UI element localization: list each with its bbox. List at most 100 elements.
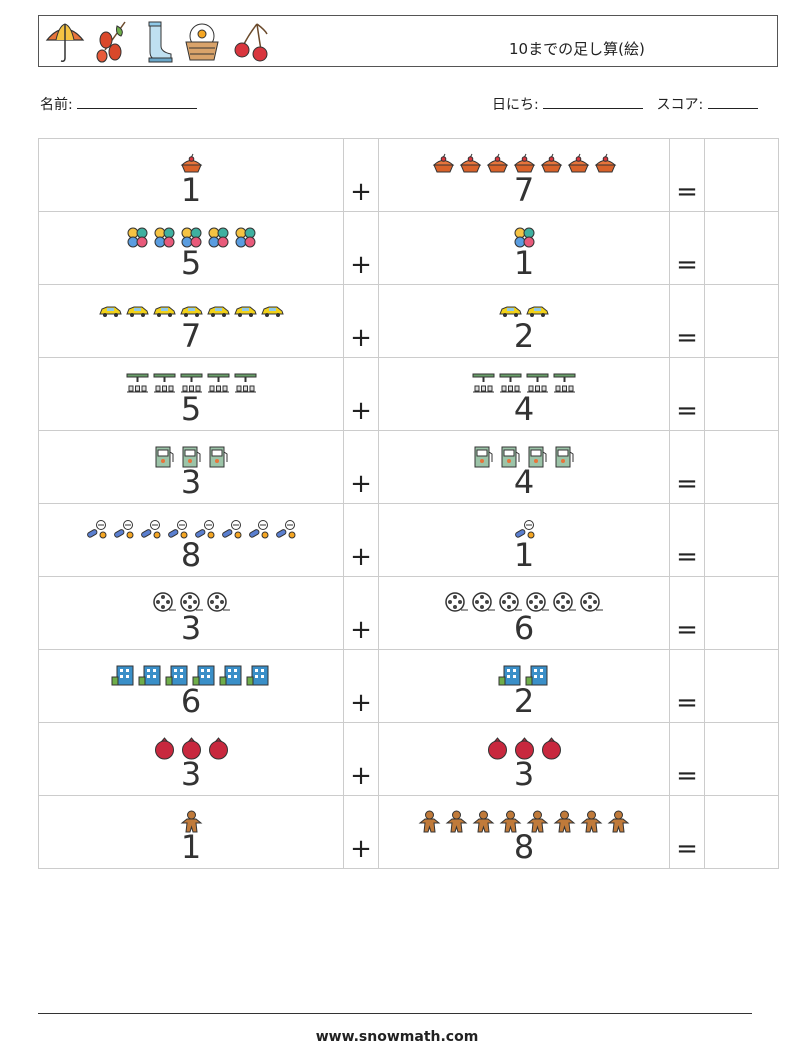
name-blank[interactable] (77, 94, 198, 109)
fuel-icon (152, 444, 177, 469)
answer-box[interactable] (704, 722, 779, 796)
car-icon (179, 298, 204, 323)
umbrella-icon (45, 23, 85, 62)
score-blank[interactable] (707, 94, 758, 109)
answer-box[interactable] (704, 138, 779, 212)
second-addend-cell: 4 (378, 430, 670, 504)
answer-box[interactable] (704, 795, 779, 869)
first-addend: 8 (180, 536, 202, 574)
answer-box[interactable] (704, 649, 779, 723)
machine-icon (152, 371, 177, 396)
date-score-fields: 日にち: スコア: (492, 94, 758, 114)
answer-box[interactable] (704, 357, 779, 431)
gingerbread-icon (471, 809, 496, 834)
pills-icon (192, 517, 217, 542)
first-addend: 3 (180, 463, 202, 501)
pills-icon (84, 517, 109, 542)
equals-sign: = (676, 761, 698, 791)
film-icon (471, 590, 496, 615)
plus-sign: + (350, 396, 372, 426)
second-addend-pictures (379, 660, 669, 690)
second-addend: 4 (513, 463, 535, 501)
second-addend-cell: 4 (378, 357, 670, 431)
film-icon (444, 590, 469, 615)
equals-cell: = (669, 722, 705, 796)
second-addend-cell: 2 (378, 284, 670, 358)
problem-row: 3 +4 = (38, 430, 779, 504)
pills-icon (246, 517, 271, 542)
answer-box[interactable] (704, 284, 779, 358)
flower-icon (206, 225, 231, 250)
pomegranate-icon (539, 736, 564, 761)
first-addend-pictures (39, 733, 343, 763)
answer-box[interactable] (704, 430, 779, 504)
operator-cell: + (343, 430, 379, 504)
second-addend-pictures (379, 514, 669, 544)
second-addend-cell: 3 (378, 722, 670, 796)
first-addend-cell: 7 (38, 284, 344, 358)
second-addend-pictures (379, 149, 669, 179)
first-addend: 1 (180, 828, 202, 866)
equals-cell: = (669, 576, 705, 650)
first-addend: 6 (180, 682, 202, 720)
second-addend: 3 (513, 755, 535, 793)
operator-cell: + (343, 722, 379, 796)
second-addend-cell: 1 (378, 211, 670, 285)
film-icon (206, 590, 231, 615)
second-addend-cell: 2 (378, 649, 670, 723)
bank-icon (246, 663, 271, 688)
worksheet-header: 10までの足し算(絵) (38, 15, 778, 67)
answer-box[interactable] (704, 576, 779, 650)
worksheet-title: 10までの足し算(絵) (509, 40, 645, 58)
plus-sign: + (350, 177, 372, 207)
first-addend-pictures (39, 514, 343, 544)
fuel-icon (552, 444, 577, 469)
equals-sign: = (676, 688, 698, 718)
equals-cell: = (669, 284, 705, 358)
bank-icon (192, 663, 217, 688)
gingerbread-icon (417, 809, 442, 834)
problem-row: 6 +2 = (38, 649, 779, 723)
answer-box[interactable] (704, 211, 779, 285)
first-addend-cell: 3 (38, 430, 344, 504)
first-addend-pictures (39, 587, 343, 617)
plus-sign: + (350, 688, 372, 718)
date-blank[interactable] (543, 94, 644, 109)
film-icon (552, 590, 577, 615)
second-addend: 2 (513, 317, 535, 355)
fuel-icon (498, 444, 523, 469)
pomegranate-icon (152, 736, 177, 761)
bank-icon (525, 663, 550, 688)
first-addend-pictures (39, 368, 343, 398)
car-icon (125, 298, 150, 323)
answer-box[interactable] (704, 503, 779, 577)
equals-sign: = (676, 323, 698, 353)
pills-icon (138, 517, 163, 542)
machine-icon (206, 371, 231, 396)
equals-cell: = (669, 430, 705, 504)
name-field[interactable]: 名前: (40, 94, 198, 114)
operator-cell: + (343, 503, 379, 577)
problems-table: 1 +7 = 5 +1 = 7 +2 = 5 +4 = 3 +4 = 8 +1 = 3 +6 = 6 +2 = 3 +3 = 1 +8 = (38, 138, 779, 869)
plus-sign: + (350, 761, 372, 791)
machine-icon (525, 371, 550, 396)
machine-icon (552, 371, 577, 396)
pills-icon (273, 517, 298, 542)
flower-icon (179, 225, 204, 250)
bank-icon (111, 663, 136, 688)
second-addend-pictures (379, 587, 669, 617)
gingerbread-icon (606, 809, 631, 834)
plus-sign: + (350, 834, 372, 864)
second-addend-pictures (379, 806, 669, 836)
problem-row: 3 +6 = (38, 576, 779, 650)
pomegranate-icon (485, 736, 510, 761)
pie-icon (593, 152, 618, 177)
film-icon (579, 590, 604, 615)
equals-sign: = (676, 396, 698, 426)
rain-boot-icon (148, 21, 173, 63)
car-icon (260, 298, 285, 323)
first-addend-cell: 8 (38, 503, 344, 577)
car-icon (206, 298, 231, 323)
pie-icon (485, 152, 510, 177)
pills-icon (219, 517, 244, 542)
